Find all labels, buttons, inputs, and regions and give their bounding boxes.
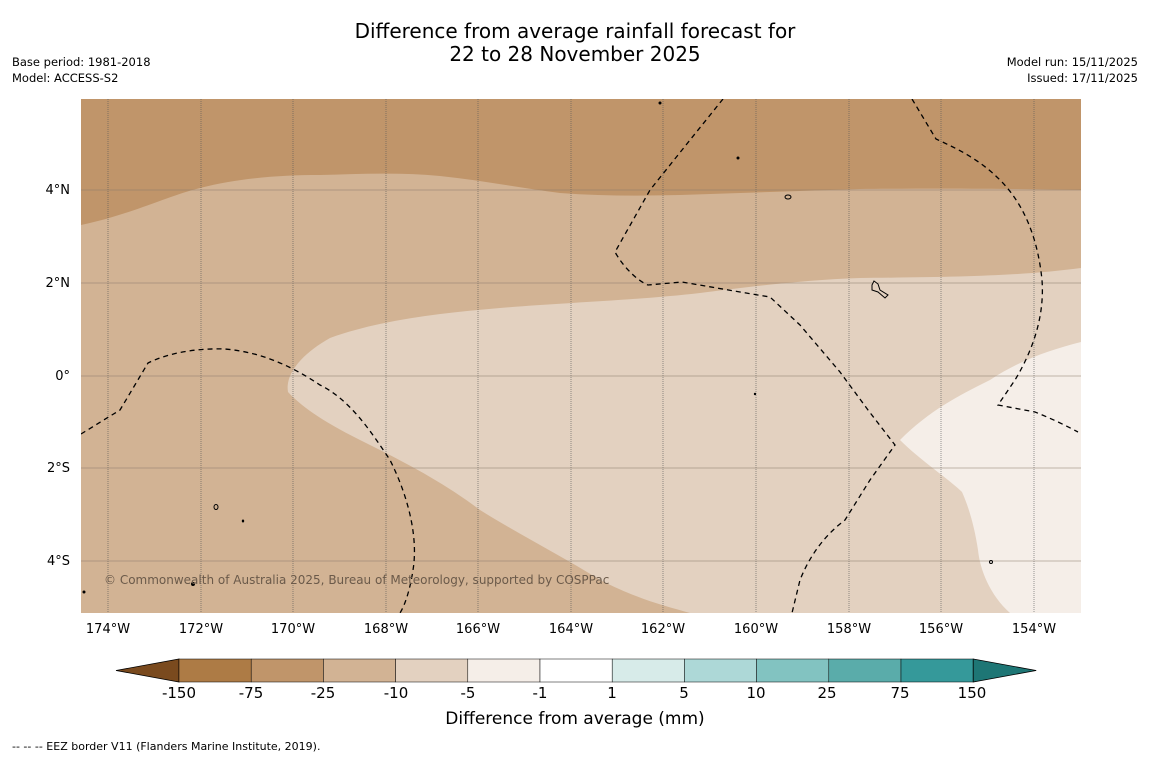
colorbar-segment (611, 658, 685, 683)
colorbar-segment (467, 658, 541, 683)
anomaly-region-light (287, 268, 1081, 613)
lon-label: 170°W (270, 622, 316, 637)
lon-label: 168°W (363, 622, 409, 637)
model-name: Model: ACCESS-S2 (12, 71, 119, 85)
eez-border-east (911, 99, 1079, 433)
meta-left: Base period: 1981-2018 Model: ACCESS-S2 (12, 54, 151, 86)
colorbar-segment (539, 658, 613, 683)
colorbar-tick: 1 (607, 684, 617, 702)
colorbar-tick: -150 (161, 684, 197, 702)
lon-label: 158°W (826, 622, 872, 637)
lon-label: 162°W (640, 622, 686, 637)
title-line-1: Difference from average rainfall forecas… (354, 19, 796, 43)
eez-legend-footer: -- -- -- EEZ border V11 (Flanders Marine… (12, 740, 321, 753)
colorbar-tick: -25 (310, 684, 336, 702)
model-run: Model run: 15/11/2025 (1006, 55, 1138, 69)
colorbar-segment (323, 658, 396, 683)
lat-label: 2°S (46, 461, 70, 476)
colorbar-segment (900, 658, 974, 683)
lon-label: 154°W (1011, 622, 1057, 637)
colorbar-segment (250, 658, 324, 683)
lat-label: 2°N (45, 276, 71, 291)
chart-title: Difference from average rainfall forecas… (0, 20, 1150, 66)
colorbar-tick: 150 (957, 684, 987, 702)
colorbar-extend-high (972, 658, 1037, 683)
lon-label: 164°W (548, 622, 594, 637)
colorbar-extend-low (115, 658, 180, 683)
colorbar-segment (756, 658, 830, 683)
colorbar-tick: -5 (460, 684, 476, 702)
colorbar-segment (178, 658, 252, 683)
colorbar-segment (395, 658, 469, 683)
colorbar-tick: -75 (238, 684, 264, 702)
eez-border-central (614, 99, 896, 613)
colorbar-segment (828, 658, 902, 683)
eez-border-west (81, 348, 416, 613)
colorbar-title: Difference from average (mm) (445, 709, 705, 729)
anomaly-region-lightest (900, 342, 1081, 613)
lon-label: 172°W (178, 622, 224, 637)
lon-label: 156°W (918, 622, 964, 637)
lon-label: 166°W (455, 622, 501, 637)
title-line-2: 22 to 28 November 2025 (449, 42, 701, 66)
colorbar-tick: 10 (746, 684, 766, 702)
islands (82, 101, 993, 594)
colorbar (115, 658, 1037, 683)
rainfall-field: © Commonwealth of Australia 2025, Bureau… (81, 99, 1081, 613)
eez-borders (81, 99, 1079, 613)
lon-label: 160°W (733, 622, 779, 637)
colorbar-tick: 5 (679, 684, 689, 702)
lon-label: 174°W (85, 622, 131, 637)
base-period: Base period: 1981-2018 (12, 55, 151, 69)
graticule (107, 99, 1035, 613)
colorbar-segment (684, 658, 757, 683)
colorbar-tick: -1 (532, 684, 548, 702)
graticule-lat (81, 189, 1081, 562)
colorbar-tick: -10 (383, 684, 409, 702)
lat-label: 4°N (45, 183, 71, 198)
lat-label: 4°S (46, 554, 70, 569)
meta-right: Model run: 15/11/2025 Issued: 17/11/2025 (1007, 54, 1138, 86)
issued-date: Issued: 17/11/2025 (1027, 71, 1138, 85)
lat-label: 0° (55, 369, 70, 384)
colorbar-tick: 75 (890, 684, 910, 702)
colorbar-tick: 25 (817, 684, 837, 702)
copyright-text: © Commonwealth of Australia 2025, Bureau… (104, 573, 609, 587)
